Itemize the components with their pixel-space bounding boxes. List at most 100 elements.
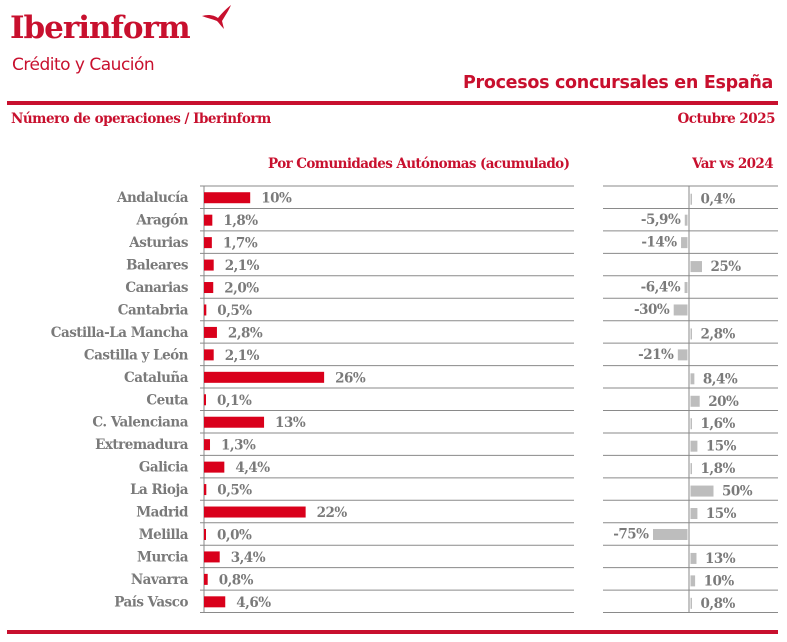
- category-label: Andalucía: [116, 190, 189, 206]
- share-value-label: 2,8%: [228, 325, 263, 341]
- variation-value-label: -6,4%: [641, 280, 681, 296]
- variation-value-label: 20%: [708, 394, 739, 410]
- variation-bar: [673, 304, 688, 316]
- variation-bar: [677, 349, 688, 361]
- share-value-label: 1,7%: [223, 236, 258, 252]
- variation-value-label: 1,6%: [701, 416, 736, 432]
- share-bar: [204, 394, 206, 406]
- share-bar: [204, 237, 212, 249]
- variation-value-label: 15%: [706, 506, 737, 522]
- share-value-label: 4,4%: [235, 460, 270, 476]
- share-bar: [204, 349, 214, 361]
- category-label: Cantabria: [118, 302, 189, 318]
- variation-bar: [690, 485, 714, 497]
- variation-value-label: 10%: [704, 573, 735, 589]
- variation-bar: [681, 237, 688, 249]
- variation-bar: [690, 328, 692, 340]
- category-label: Extremadura: [95, 437, 189, 453]
- category-label: Galicia: [139, 460, 189, 476]
- variation-value-label: -75%: [613, 526, 649, 542]
- variation-value-label: 2,8%: [701, 326, 736, 342]
- variation-bar: [690, 261, 702, 273]
- variation-value-label: -30%: [634, 302, 670, 318]
- variation-bar: [690, 395, 700, 407]
- variation-value-label: 25%: [711, 259, 742, 275]
- share-value-label: 2,0%: [224, 281, 259, 297]
- variation-value-label: 50%: [722, 484, 753, 500]
- share-chart-title: Por Comunidades Autónomas (acumulado): [268, 156, 570, 172]
- variation-value-label: 13%: [705, 551, 736, 567]
- page-subtitle: Número de operaciones / Iberinform: [11, 111, 271, 127]
- share-value-label: 1,3%: [221, 438, 256, 454]
- share-value-label: 10%: [261, 191, 292, 207]
- share-value-label: 0,0%: [217, 527, 252, 543]
- share-bar: [204, 259, 214, 271]
- category-label: Aragón: [135, 213, 188, 229]
- share-bar: [204, 528, 206, 540]
- variation-bar: [690, 418, 692, 430]
- share-bar: [204, 214, 213, 226]
- share-bar: [204, 326, 217, 338]
- share-value-label: 0,5%: [217, 483, 252, 499]
- category-label: Canarias: [125, 280, 189, 296]
- share-value-label: 26%: [335, 370, 366, 386]
- category-label: Navarra: [131, 572, 189, 588]
- variation-value-label: 1,8%: [701, 461, 736, 477]
- share-value-label: 13%: [275, 415, 306, 431]
- variation-value-label: 0,8%: [701, 596, 736, 612]
- share-bar: [204, 506, 306, 518]
- share-value-label: 2,1%: [225, 348, 260, 364]
- category-label: Cataluña: [124, 370, 189, 386]
- share-bar: [204, 192, 251, 204]
- category-label: Melilla: [139, 527, 189, 543]
- page-title: Procesos concursales en España: [463, 73, 773, 93]
- y-shaped-brand-mark-icon: [202, 5, 231, 29]
- share-bar: [204, 416, 265, 428]
- share-value-label: 2,1%: [225, 258, 260, 274]
- category-label: C. Valenciana: [92, 415, 188, 431]
- variation-bar: [690, 508, 698, 520]
- variation-value-label: -14%: [641, 235, 677, 251]
- share-bar: [204, 551, 220, 563]
- share-bar: [204, 371, 325, 383]
- category-label: Murcia: [137, 549, 189, 565]
- share-bar: [204, 596, 226, 608]
- variation-bar: [653, 528, 688, 540]
- share-value-label: 0,5%: [217, 303, 252, 319]
- variation-value-label: -5,9%: [641, 212, 681, 228]
- variation-bar: [690, 440, 698, 452]
- variation-value-label: 0,4%: [701, 192, 736, 208]
- variation-bar: [684, 282, 688, 294]
- variation-bar: [690, 575, 696, 587]
- share-bar: [204, 461, 225, 473]
- bottom-divider: [7, 630, 778, 634]
- top-divider: [7, 101, 778, 105]
- variation-bar: [690, 373, 695, 385]
- category-label: Castilla y León: [84, 347, 189, 363]
- report-date: Octubre 2025: [677, 111, 776, 127]
- category-label: Madrid: [136, 505, 189, 521]
- variation-bar: [690, 463, 692, 475]
- share-value-label: 22%: [317, 505, 348, 521]
- variation-value-label: -21%: [638, 347, 674, 363]
- category-label: Asturias: [128, 235, 189, 251]
- share-bar: [204, 573, 208, 585]
- variation-bar: [690, 597, 692, 609]
- share-bar: [204, 304, 207, 316]
- share-bar: [204, 484, 207, 496]
- category-label: País Vasco: [114, 594, 188, 610]
- share-value-label: 3,4%: [231, 550, 266, 566]
- share-value-label: 1,8%: [223, 213, 258, 229]
- variation-bar: [690, 193, 692, 205]
- variation-value-label: 15%: [706, 439, 737, 455]
- share-bar: [204, 282, 214, 294]
- share-value-label: 4,6%: [236, 595, 271, 611]
- share-bar: [204, 439, 211, 451]
- category-label: La Rioja: [130, 482, 189, 498]
- brand-name: Iberinform: [10, 10, 191, 46]
- variation-chart-title: Var vs 2024: [692, 156, 774, 172]
- share-value-label: 0,8%: [219, 572, 254, 588]
- variation-bar: [684, 214, 688, 226]
- category-label: Castilla-La Mancha: [51, 325, 189, 341]
